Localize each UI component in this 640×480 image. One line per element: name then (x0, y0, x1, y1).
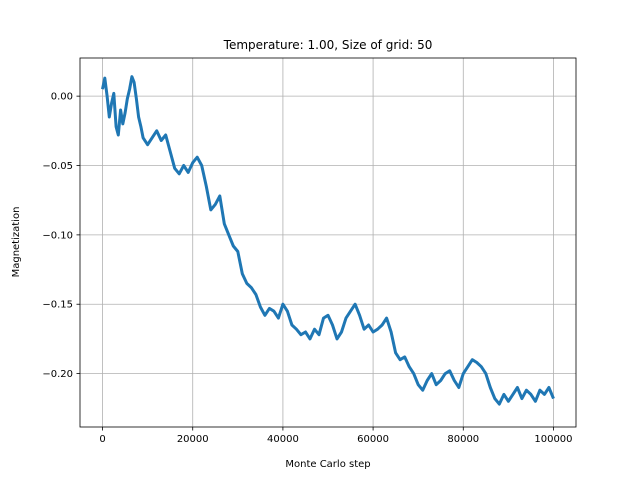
y-tick-label: −0.15 (42, 300, 73, 311)
axes-frame (79, 57, 577, 428)
x-axis-label: Monte Carlo step (285, 459, 370, 470)
chart-title: Temperature: 1.00, Size of grid: 50 (223, 38, 433, 52)
x-tick-label: 60000 (357, 434, 389, 445)
x-tick-label: 80000 (447, 434, 479, 445)
x-tick-label: 0 (99, 434, 105, 445)
magnetization-line (101, 75, 555, 406)
grid (80, 58, 576, 427)
x-tick-label: 20000 (177, 434, 209, 445)
x-tick-label: 40000 (267, 434, 299, 445)
y-tick-label: −0.05 (42, 161, 73, 172)
y-axis-label: Magnetization (11, 207, 22, 278)
ticks: 0 20000 40000 60000 80000 100000 0.00 −0.05 −0.1… (42, 92, 572, 445)
y-tick-label: −0.10 (42, 230, 73, 241)
y-tick-label: 0.00 (51, 92, 73, 103)
y-tick-label: −0.20 (42, 369, 73, 380)
plot-area (101, 75, 555, 406)
x-tick-label: 100000 (534, 434, 572, 445)
